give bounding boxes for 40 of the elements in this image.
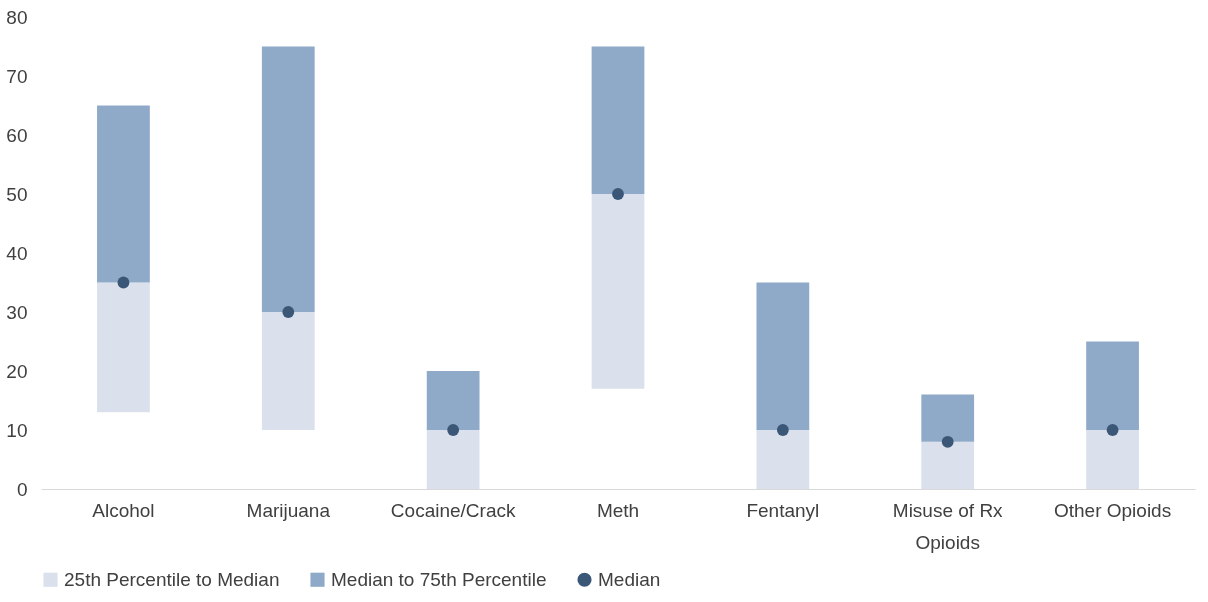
- bar: [261, 46, 315, 312]
- point: [941, 435, 954, 448]
- x-tick-label: Marijuana: [246, 499, 331, 521]
- bar: [756, 282, 810, 430]
- point: [447, 424, 460, 436]
- y-tick-label: 70: [6, 65, 28, 87]
- point: [282, 306, 295, 318]
- legend-label: Median to 75th Percentile: [331, 568, 547, 590]
- x-tick-label: Meth: [596, 499, 640, 521]
- x-tick-label: Cocaine/Crack: [390, 499, 516, 521]
- bar: [97, 282, 150, 413]
- y-tick-label: 20: [6, 360, 28, 382]
- y-tick-label: 50: [6, 183, 28, 205]
- bar: [426, 430, 480, 489]
- y-tick-label: 80: [6, 6, 28, 28]
- y-tick-label: 10: [6, 419, 28, 441]
- y-tick-label: 60: [6, 124, 28, 146]
- bar: [97, 105, 150, 283]
- x-tick-label: Alcohol: [92, 499, 155, 521]
- bar: [921, 441, 975, 489]
- point: [612, 188, 624, 200]
- legend-label: 25th Percentile to Median: [64, 568, 280, 590]
- bar: [756, 430, 810, 489]
- bar: [1086, 341, 1139, 430]
- bar: [426, 371, 480, 430]
- point: [1106, 424, 1119, 436]
- legend-label: Median: [598, 568, 661, 590]
- bar: [261, 312, 315, 430]
- x-tick-label: Misuse of Rx Opioids: [892, 499, 1004, 553]
- point: [117, 276, 130, 289]
- bar: [921, 394, 975, 442]
- point: [776, 424, 789, 436]
- bar: [591, 46, 645, 194]
- y-tick-label: 40: [6, 242, 28, 264]
- bar: [1086, 430, 1139, 489]
- y-tick-label: 30: [6, 301, 28, 323]
- x-tick-label: Fentanyl: [746, 499, 820, 521]
- x-tick-label: Other Opioids: [1053, 499, 1172, 521]
- bar: [591, 194, 645, 389]
- y-tick-label: 0: [16, 478, 28, 500]
